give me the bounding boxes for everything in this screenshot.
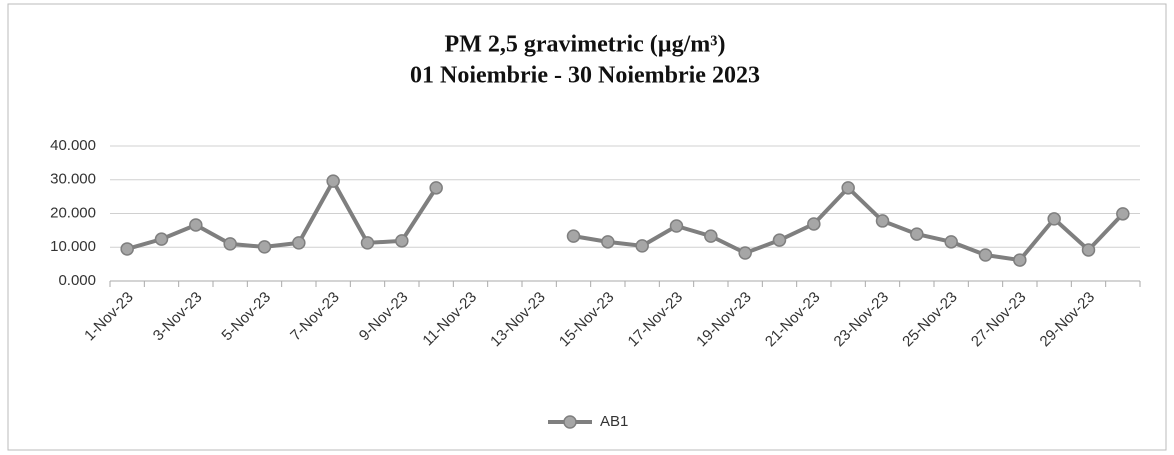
point <box>566 229 581 243</box>
point <box>429 181 443 195</box>
point <box>360 236 375 250</box>
legend-marker <box>563 415 577 429</box>
chart-frame <box>7 3 1167 451</box>
x-tick-label: 3-Nov-23 <box>150 289 206 345</box>
x-tick-label: 9-Nov-23 <box>356 289 412 345</box>
x-tick-label: 25-Nov-23 <box>899 289 961 351</box>
x-tick-label: 5-Nov-23 <box>218 289 274 345</box>
x-tick-label: 13-Nov-23 <box>487 289 549 351</box>
point <box>635 239 649 253</box>
x-tick-label: 23-Nov-23 <box>831 289 893 351</box>
point <box>978 248 993 262</box>
point <box>257 240 272 254</box>
point <box>1047 212 1061 226</box>
point <box>807 217 821 231</box>
point <box>1013 253 1027 267</box>
y-tick-label: 10.000 <box>50 238 96 255</box>
point <box>1081 243 1096 257</box>
point <box>669 219 684 233</box>
x-tick-label: 29-Nov-23 <box>1037 289 1099 351</box>
point <box>704 229 718 243</box>
point <box>223 237 237 251</box>
point <box>395 234 409 248</box>
x-tick-label: 15-Nov-23 <box>556 289 618 351</box>
point <box>326 174 340 188</box>
x-tick-label: 11-Nov-23 <box>419 289 480 350</box>
point <box>772 233 787 247</box>
point <box>910 227 924 241</box>
point <box>841 181 855 195</box>
chart-title: PM 2,5 gravimetric (µg/m³) <box>445 32 726 58</box>
y-tick-label: 30.000 <box>50 171 96 188</box>
point <box>189 218 203 232</box>
point <box>875 214 890 228</box>
y-tick-label: 0.000 <box>58 272 96 289</box>
x-tick-label: 7-Nov-23 <box>287 289 343 345</box>
point <box>292 236 306 250</box>
chart-subtitle: 01 Noiembrie - 30 Noiembrie 2023 <box>410 63 760 89</box>
x-tick-label: 17-Nov-23 <box>625 289 687 351</box>
point <box>1116 207 1130 221</box>
legend-label: AB1 <box>600 413 628 430</box>
x-tick-label: 1-Nov-23 <box>81 289 137 345</box>
point <box>601 235 615 249</box>
series-line <box>126 176 1125 263</box>
y-tick-label: 20.000 <box>50 204 96 221</box>
x-tick-label: 27-Nov-23 <box>968 289 1030 351</box>
point <box>738 246 752 260</box>
x-tick-label: 21-Nov-23 <box>762 289 824 351</box>
x-tick-label: 19-Nov-23 <box>693 289 755 351</box>
point <box>944 235 958 249</box>
point <box>120 242 134 256</box>
point <box>154 232 169 246</box>
y-tick-label: 40.000 <box>50 137 96 154</box>
